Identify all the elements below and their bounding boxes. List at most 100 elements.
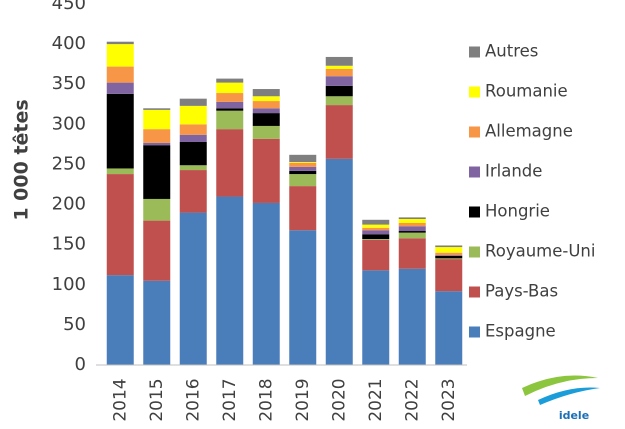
y-tick-label: 350 xyxy=(52,73,86,94)
bar-segment xyxy=(289,162,317,167)
bar-segment xyxy=(362,270,390,365)
x-tick-label: 2016 xyxy=(183,378,203,421)
bar-segment xyxy=(289,154,317,163)
legend-swatch xyxy=(469,166,480,178)
bar-segment xyxy=(252,101,280,109)
x-tick-label: 2021 xyxy=(366,378,386,421)
legend-label: Roumanie xyxy=(485,82,568,101)
y-tick-label: 150 xyxy=(52,234,86,255)
logo-swoosh xyxy=(522,375,598,396)
x-tick-label: 2014 xyxy=(110,378,130,421)
bar-segment xyxy=(252,113,280,126)
bar-segment xyxy=(435,255,463,259)
bar-segment xyxy=(289,166,317,171)
bar-segment xyxy=(325,56,353,66)
bar-segment xyxy=(143,129,171,143)
bar-segment xyxy=(106,66,134,83)
bar-segment xyxy=(435,245,463,248)
bar-segment xyxy=(362,230,390,235)
bar-segment xyxy=(398,226,426,232)
x-tick-label: 2018 xyxy=(256,378,276,421)
legend-swatch xyxy=(469,86,480,98)
bar-segment xyxy=(216,101,244,109)
bar-segment xyxy=(216,129,244,197)
bar-segment xyxy=(325,85,353,97)
bar-segment xyxy=(325,76,353,86)
bar-segment xyxy=(435,252,463,256)
bar-segment xyxy=(216,78,244,83)
bar-segment xyxy=(398,231,426,233)
bar-segment xyxy=(398,217,426,219)
bar-segment xyxy=(143,220,171,281)
bar-segment xyxy=(179,98,207,106)
bar-segment xyxy=(216,110,244,130)
legend-swatch xyxy=(469,326,480,338)
bar-segment xyxy=(289,174,317,187)
bar-segment xyxy=(216,108,244,111)
y-axis-title: 1 000 têtes xyxy=(11,99,33,220)
bar-segment xyxy=(179,170,207,213)
bar-segment xyxy=(289,162,317,163)
bar-segment xyxy=(143,198,171,221)
y-tick-label: 400 xyxy=(52,33,86,54)
x-tick-label: 2020 xyxy=(329,378,349,421)
bar-segment xyxy=(106,275,134,365)
legend-label: Pays-Bas xyxy=(485,282,558,301)
legend-label: Espagne xyxy=(485,322,556,341)
bar-segment xyxy=(216,93,244,102)
bar-segment xyxy=(289,170,317,175)
y-tick-label: 100 xyxy=(52,274,86,295)
bar-segment xyxy=(362,227,390,231)
bar-segment xyxy=(435,255,463,256)
bar-segment xyxy=(435,247,463,253)
bar-segment xyxy=(325,68,353,77)
bar-segment xyxy=(289,186,317,231)
legend-label: Allemagne xyxy=(485,122,573,141)
bar-segment xyxy=(179,212,207,365)
bar-segment xyxy=(362,219,390,225)
x-tick-label: 2023 xyxy=(439,378,459,421)
bar-segment xyxy=(179,105,207,125)
bar-segment xyxy=(143,280,171,365)
x-tick-label: 2022 xyxy=(402,378,422,421)
bar-segment xyxy=(143,142,171,146)
bar-segment xyxy=(252,89,280,97)
y-tick-label: 250 xyxy=(52,153,86,174)
bar-segment xyxy=(143,109,171,130)
legend-label: Royaume-Uni xyxy=(485,242,595,261)
bar-segment xyxy=(435,291,463,365)
legend-swatch xyxy=(469,206,480,218)
x-tick-label: 2019 xyxy=(293,378,313,421)
bar-segment xyxy=(362,224,390,228)
bar-segment xyxy=(143,145,171,199)
y-tick-label: 0 xyxy=(75,354,86,375)
legend-label: Autres xyxy=(485,42,538,61)
bar-segment xyxy=(106,82,134,94)
bar-segment xyxy=(252,125,280,139)
bar-segment xyxy=(398,232,426,239)
bar-segment xyxy=(289,230,317,365)
bar-segment xyxy=(435,259,463,292)
bar-segment xyxy=(398,268,426,365)
bar-segment xyxy=(252,96,280,102)
bar-segment xyxy=(325,105,353,159)
y-tick-label: 50 xyxy=(63,314,86,335)
bar-segment xyxy=(325,65,353,69)
legend-label: Hongrie xyxy=(485,202,550,221)
x-tick-label: 2017 xyxy=(220,378,240,421)
logo-text: idele xyxy=(559,409,589,422)
bar-segment xyxy=(179,165,207,171)
bar-segment xyxy=(398,218,426,224)
logo-swoosh xyxy=(538,387,600,405)
bar-segment xyxy=(106,41,134,45)
bar-segment xyxy=(216,196,244,365)
legend-swatch xyxy=(469,46,480,58)
x-tick-label: 2015 xyxy=(147,378,167,421)
bar-segment xyxy=(398,223,426,227)
bar-segment xyxy=(106,168,134,175)
bar-segment xyxy=(179,134,207,142)
y-tick-label: 200 xyxy=(52,194,86,215)
logo: idele xyxy=(522,375,600,422)
bar-segment xyxy=(216,82,244,94)
bar-segment xyxy=(179,124,207,135)
